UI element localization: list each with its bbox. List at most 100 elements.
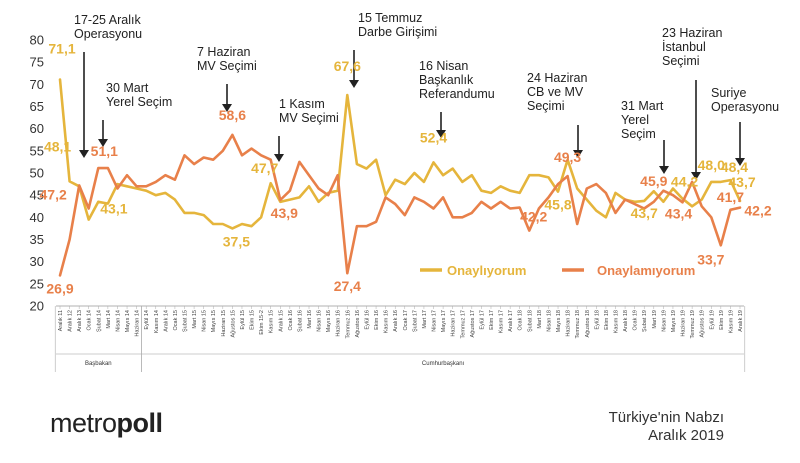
x-tick-label: Kasım 18: [613, 310, 619, 333]
data-label: 44,2: [671, 174, 698, 190]
data-label: 42,2: [520, 209, 547, 225]
data-label: 43,7: [631, 205, 658, 221]
x-tick-label: Mayıs 16: [326, 310, 332, 332]
x-tick-label: Mayıs 17: [441, 310, 447, 332]
data-label: 67,6: [334, 58, 361, 74]
series-line-onaylamiyorum: [58, 133, 742, 277]
x-tick-label: Mart 14: [106, 310, 112, 329]
x-tick-label: Mayıs 18: [556, 310, 562, 332]
x-tick-label: Ocak 18: [518, 310, 524, 330]
x-tick-label: Eylül 16: [364, 310, 370, 330]
y-tick-label: 75: [30, 55, 44, 70]
legend-label: Onaylıyorum: [447, 263, 526, 278]
data-label: 47,2: [40, 186, 67, 202]
x-tick-label: Mart 16: [307, 310, 313, 329]
annotation-arrow-head: [691, 172, 701, 180]
x-tick-label: Ağustos 16: [355, 310, 361, 338]
metropoll-logo: metropoll: [50, 408, 163, 439]
x-tick-label: Aralık 15: [278, 310, 284, 332]
x-tick-label: Ağustos 17: [470, 310, 476, 338]
legend: Onaylıyorum Onaylamıyorum: [420, 263, 695, 278]
x-tick-label: Mayıs 14: [125, 310, 131, 332]
y-tick-label: 30: [30, 254, 44, 269]
x-tick-label: Haziran 18: [566, 310, 572, 337]
brand-suffix: poll: [116, 408, 164, 438]
axes: 20 25 30 35 40 45 50 55 60 65 70 75 80 Aralık 11 Aralı…: [30, 33, 746, 372]
data-label: 71,1: [48, 40, 75, 56]
x-tick-label: Haziran 19: [681, 310, 687, 337]
data-label: 43,4: [665, 205, 692, 221]
x-tick-label: Ağustos 18: [585, 310, 591, 338]
period-label: Başbakan: [85, 361, 112, 367]
x-tick-label: Ağustos 15: [230, 310, 236, 338]
data-label: 48,0: [698, 157, 725, 173]
series-lines: [58, 78, 742, 277]
x-tick-label: Haziran 16: [336, 310, 342, 337]
annotation-arrow-head: [79, 150, 89, 158]
x-tick-label: Nisan 17: [432, 310, 438, 332]
legend-label: Onaylamıyorum: [597, 263, 695, 278]
x-tick-label: Eylül 14: [144, 310, 150, 330]
x-tick-label: Mart 19: [652, 310, 658, 329]
x-tick-label: Aralık 17: [508, 310, 514, 332]
y-tick-label: 40: [30, 210, 44, 225]
x-tick-label: Ekim 18: [604, 310, 610, 330]
x-tick-label: Aralık 11: [58, 310, 64, 331]
x-tick-label: Ocak 19: [633, 310, 639, 330]
event-annotation: 23 Haziran İstanbul Seçimi: [662, 26, 722, 68]
event-annotations: 17-25 Aralık Operasyonu 30 Mart Yerel Seçim…: [74, 11, 779, 180]
event-annotation: 17-25 Aralık Operasyonu: [74, 13, 142, 41]
x-tick-label: Ekim 15: [250, 310, 256, 330]
data-label: 26,9: [46, 280, 73, 296]
x-tick-label: Temmuz 17: [460, 310, 466, 338]
annotation-arrow-head: [98, 139, 108, 147]
x-tick-label: Ekim 16: [374, 310, 380, 330]
event-annotation: 31 Mart Yerel Seçim: [621, 99, 664, 141]
data-label: 48,4: [721, 159, 748, 175]
data-label: 42,2: [744, 203, 771, 219]
approval-line-chart: 20 25 30 35 40 45 50 55 60 65 70 75 80 Aralık 11 Aralı…: [30, 11, 779, 372]
event-annotation: 16 Nisan Başkanlık Referandumu: [419, 59, 495, 101]
x-tick-label: Kasım 19: [728, 310, 734, 333]
x-tick-label: Aralık 12: [68, 310, 74, 332]
data-label: 43,1: [100, 201, 127, 217]
data-label: 45,8: [544, 197, 571, 213]
x-tick-label: Haziran 14: [135, 310, 141, 337]
data-label: 51,1: [91, 143, 118, 159]
x-tick-label: Eylül 18: [594, 310, 600, 330]
annotation-arrow-head: [274, 154, 284, 162]
x-tick-label: Nisan 19: [661, 310, 667, 332]
x-tick-label: Ekim 15-2: [259, 310, 265, 335]
x-tick-label: Aralık 14: [163, 310, 169, 332]
x-tick-label: Nisan 18: [546, 310, 552, 332]
x-tick-label: Şubat 16: [297, 310, 303, 332]
x-tick-label: Şubat 19: [642, 310, 648, 332]
x-tick-label: Ekim 17: [489, 310, 495, 330]
data-label: 27,4: [334, 278, 361, 294]
data-label: 45,9: [640, 173, 667, 189]
x-tick-label: Haziran 17: [451, 310, 457, 337]
data-label: 43,7: [728, 174, 755, 190]
data-label: 52,4: [420, 129, 447, 145]
footer-title: Türkiye'nin Nabzı: [608, 409, 724, 426]
x-tick-label: Nisan 14: [115, 310, 121, 332]
x-tick-label: Şubat 17: [412, 310, 418, 332]
x-tick-label: Ocak 14: [87, 310, 93, 330]
x-tick-label: Şubat 18: [527, 310, 533, 332]
annotation-arrow-head: [573, 150, 583, 158]
x-tick-label: Mart 15: [192, 310, 198, 329]
y-tick-label: 35: [30, 232, 44, 247]
annotation-arrow-head: [349, 80, 359, 88]
data-label: 41,7: [717, 189, 744, 205]
data-label: 47,7: [251, 160, 278, 176]
data-label: 43,9: [271, 205, 298, 221]
y-tick-label: 80: [30, 33, 44, 48]
x-tick-label: Aralık 16: [393, 310, 399, 332]
event-annotation: 24 Haziran CB ve MV Seçimi: [527, 71, 587, 113]
event-annotation: 15 Temmuz Darbe Girişimi: [358, 11, 437, 39]
y-tick-label: 20: [30, 299, 44, 314]
data-labels: 71,1 48,1 43,1 37,5 47,7 67,6 52,4 45,8 43,7 44,2…: [40, 40, 772, 296]
data-label: 48,1: [44, 138, 71, 154]
x-tick-label: Ağustos 19: [700, 310, 706, 338]
event-annotation: 1 Kasım MV Seçimi: [279, 97, 339, 125]
